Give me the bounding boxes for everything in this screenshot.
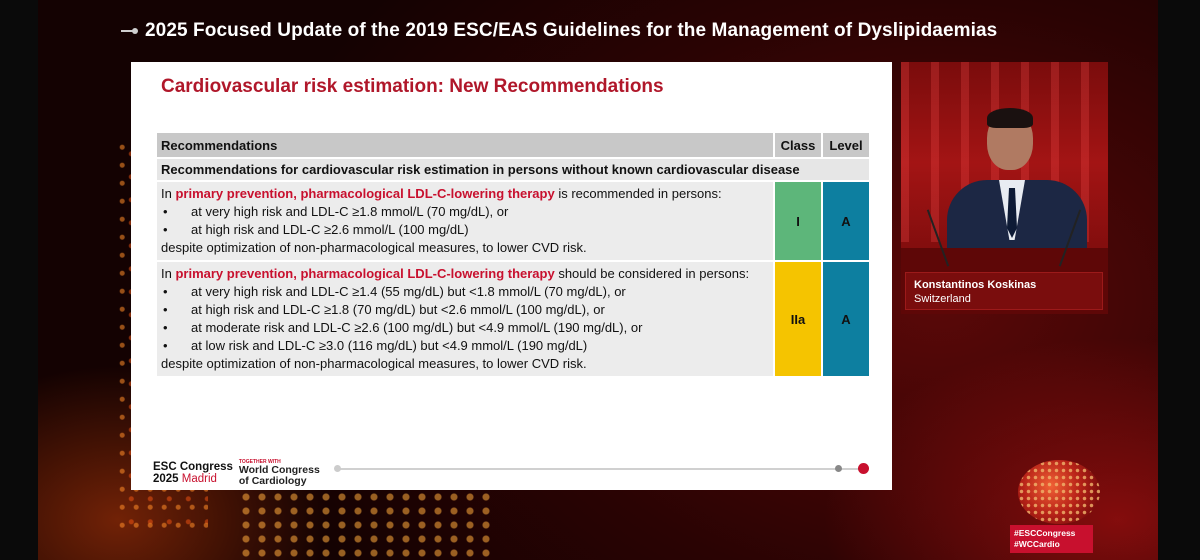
- speaker-hair: [987, 108, 1033, 128]
- table-row: In primary prevention, pharmacological L…: [157, 262, 869, 376]
- header-class: Class: [775, 133, 821, 157]
- list-item: at low risk and LDL-C ≥3.0 (116 mg/dL) b…: [161, 337, 769, 355]
- highlight-text: primary prevention, pharmacological LDL-…: [175, 266, 555, 281]
- list-item: at very high risk and LDL-C ≥1.4 (55 mg/…: [161, 283, 769, 301]
- congress-globe-icon: [1018, 460, 1100, 524]
- wc-logo-line2: of Cardiology: [238, 475, 307, 487]
- recommendation-text: In primary prevention, pharmacological L…: [157, 182, 773, 260]
- header-level: Level: [823, 133, 869, 157]
- progress-start-dot: [334, 465, 341, 472]
- speaker-lower-third: Konstantinos Koskinas Switzerland: [905, 272, 1103, 310]
- table-subheader-row: Recommendations for cardiovascular risk …: [157, 159, 869, 180]
- recommendation-text: In primary prevention, pharmacological L…: [157, 262, 773, 376]
- recommendation-intro: In primary prevention, pharmacological L…: [161, 265, 769, 283]
- progress-dot: [835, 465, 842, 472]
- list-item: at high risk and LDL-C ≥1.8 (70 mg/dL) b…: [161, 301, 769, 319]
- table-header-row: Recommendations Class Level: [157, 133, 869, 157]
- table-subheader: Recommendations for cardiovascular risk …: [157, 159, 869, 180]
- intro-post: should be considered in persons:: [554, 266, 750, 281]
- speaker-name: Konstantinos Koskinas: [914, 279, 1037, 291]
- list-item: at moderate risk and LDL-C ≥2.6 (100 mg/…: [161, 319, 769, 337]
- hashtag-escc: #ESCCongress: [1014, 528, 1076, 538]
- highlight-text: primary prevention, pharmacological LDL-…: [175, 186, 555, 201]
- slide-progress-track: [337, 468, 863, 470]
- slide-footer: ESC Congress 2025 Madrid TOGETHER WITH W…: [153, 459, 320, 487]
- session-title: 2025 Focused Update of the 2019 ESC/EAS …: [145, 20, 998, 41]
- esc-logo-line2: 2025 Madrid: [153, 473, 233, 485]
- intro-pre: In: [161, 266, 176, 281]
- esc-logo-city: Madrid: [181, 473, 217, 485]
- esc-congress-logo: ESC Congress 2025 Madrid: [153, 461, 233, 485]
- esc-logo-line1: ESC Congress: [153, 461, 233, 473]
- session-header: 2025 Focused Update of the 2019 ESC/EAS …: [121, 14, 997, 48]
- bullet-list: at very high risk and LDL-C ≥1.8 mmol/L …: [161, 203, 769, 239]
- slide-title: Cardiovascular risk estimation: New Reco…: [161, 76, 664, 97]
- intro-pre: In: [161, 186, 176, 201]
- recommendations-table: Recommendations Class Level Recommendati…: [155, 131, 871, 378]
- decorative-particles-bottom: [238, 490, 498, 560]
- list-item: at high risk and LDL-C ≥2.6 mmol/L (100 …: [161, 221, 769, 239]
- list-item: at very high risk and LDL-C ≥1.8 mmol/L …: [161, 203, 769, 221]
- presentation-slide: Cardiovascular risk estimation: New Reco…: [131, 62, 892, 490]
- class-cell: IIa: [775, 262, 821, 376]
- speaker-tie: [1007, 188, 1017, 238]
- bullet-list: at very high risk and LDL-C ≥1.4 (55 mg/…: [161, 283, 769, 355]
- speaker-country: Switzerland: [914, 293, 971, 305]
- progress-current-dot: [858, 463, 869, 474]
- header-recommendations: Recommendations: [157, 133, 773, 157]
- wc-logo-together: TOGETHER WITH: [238, 459, 281, 465]
- recommendation-intro: In primary prevention, pharmacological L…: [161, 185, 769, 203]
- level-cell: A: [823, 182, 869, 260]
- intro-post: is recommended in persons:: [554, 186, 722, 201]
- world-congress-logo: TOGETHER WITH World Congress of Cardiolo…: [239, 459, 320, 487]
- header-line-icon: [121, 28, 138, 34]
- class-cell: I: [775, 182, 821, 260]
- wc-logo-line1: World Congress: [238, 464, 320, 476]
- level-cell: A: [823, 262, 869, 376]
- esc-logo-year: 2025: [153, 473, 179, 485]
- table-row: In primary prevention, pharmacological L…: [157, 182, 869, 260]
- hashtag-wccardio: #WCCardio: [1014, 539, 1060, 549]
- recommendation-outro: despite optimization of non-pharmacologi…: [161, 240, 587, 255]
- recommendation-outro: despite optimization of non-pharmacologi…: [161, 356, 587, 371]
- speaker-video: Konstantinos Koskinas Switzerland: [901, 62, 1108, 314]
- hashtag-badge: #ESCCongress #WCCardio: [1010, 525, 1093, 553]
